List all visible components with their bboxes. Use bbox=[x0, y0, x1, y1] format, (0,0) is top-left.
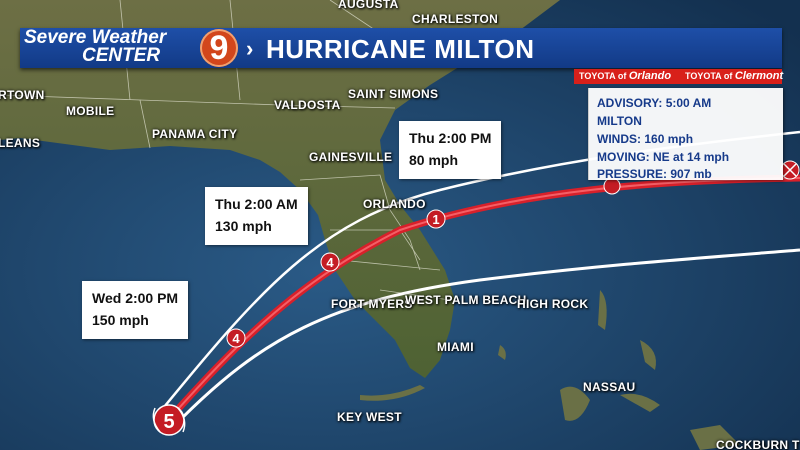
sponsor-brand: TOYOTA bbox=[685, 71, 722, 81]
city-label: VALDOSTA bbox=[274, 98, 341, 112]
city-label: NASSAU bbox=[583, 380, 636, 394]
pressure-value: 907 mb bbox=[670, 167, 712, 181]
city-label: COCKBURN T bbox=[716, 438, 800, 450]
marker-cat-1: 1 bbox=[432, 212, 439, 227]
sponsor-brand: TOYOTA bbox=[579, 71, 616, 81]
city-label: WEST PALM BEACH bbox=[405, 293, 527, 307]
pressure-row: PRESSURE: 907 mb bbox=[597, 167, 712, 181]
brand-line-1: Severe Weather bbox=[24, 27, 167, 48]
marker-cat-4a: 4 bbox=[232, 331, 240, 346]
storm-marker-thu-am: 4 bbox=[320, 252, 340, 272]
forecast-callout-thu-am: Thu 2:00 AM 130 mph bbox=[205, 187, 308, 245]
city-label: CHARLESTON bbox=[412, 12, 499, 26]
chevron-right-icon: › bbox=[246, 36, 254, 61]
moving-label: MOVING: bbox=[597, 150, 650, 164]
city-label: PANAMA CITY bbox=[152, 127, 238, 141]
city-label: SAINT SIMONS bbox=[348, 87, 439, 101]
storm-name-row: MILTON bbox=[597, 114, 642, 128]
callout-wind: 80 mph bbox=[409, 152, 459, 168]
callout-wind: 130 mph bbox=[215, 218, 272, 234]
storm-marker-current: 5 bbox=[152, 404, 186, 436]
advisory-label: ADVISORY: bbox=[597, 96, 663, 110]
callout-time: Thu 2:00 PM bbox=[409, 130, 492, 146]
city-label: AUGUSTA bbox=[338, 0, 399, 11]
brand-wordmark: Severe Weather CENTER bbox=[24, 27, 167, 66]
city-label: MIAMI bbox=[437, 340, 474, 354]
winds-label: WINDS: bbox=[597, 132, 641, 146]
moving-value: NE at 14 mph bbox=[653, 150, 730, 164]
sponsor-badge-orlando: TOYOTA of Orlando bbox=[574, 69, 680, 84]
city-label: LEANS bbox=[0, 136, 41, 150]
city-label: KEY WEST bbox=[337, 410, 402, 424]
marker-cat-4b: 4 bbox=[326, 255, 334, 270]
advisory-value: 5:00 AM bbox=[665, 96, 712, 110]
storm-marker-thu-pm: 1 bbox=[426, 209, 446, 229]
callout-wind: 150 mph bbox=[92, 312, 149, 328]
storm-name: MILTON bbox=[597, 114, 642, 128]
sponsor-city: Orlando bbox=[628, 70, 672, 82]
storm-marker-wed: 4 bbox=[226, 328, 246, 348]
cone-inner-edge bbox=[178, 248, 800, 422]
brand-line-2: CENTER bbox=[82, 45, 161, 66]
winds-value: 160 mph bbox=[644, 132, 694, 146]
forecast-callout-wed-pm: Wed 2:00 PM 150 mph bbox=[82, 281, 189, 339]
city-label: FORT MYERS bbox=[331, 297, 413, 311]
sponsor-of: of bbox=[617, 71, 627, 81]
city-label: MOBILE bbox=[66, 104, 115, 118]
callout-time: Thu 2:00 AM bbox=[215, 196, 298, 212]
page-title: HURRICANE MILTON bbox=[266, 34, 535, 64]
city-label: ORLANDO bbox=[363, 197, 426, 211]
city-label: RTOWN bbox=[0, 88, 45, 102]
advisory-panel: ADVISORY: 5:00 AM MILTON WINDS: 160 mph … bbox=[588, 88, 783, 181]
callout-time: Wed 2:00 PM bbox=[92, 290, 179, 306]
islands bbox=[360, 290, 740, 450]
moving-row: MOVING: NE at 14 mph bbox=[597, 150, 729, 164]
sponsor-city: Clermont bbox=[734, 70, 784, 82]
mainland bbox=[0, 0, 560, 378]
storm-marker-post-tropical-2 bbox=[780, 160, 800, 180]
forecast-callout-thu-pm: Thu 2:00 PM 80 mph bbox=[399, 121, 502, 179]
advisory-time-row: ADVISORY: 5:00 AM bbox=[597, 96, 711, 110]
pressure-label: PRESSURE: bbox=[597, 167, 668, 181]
marker-cat-5: 5 bbox=[163, 411, 174, 433]
channel-9-logo: 9 bbox=[200, 29, 238, 67]
sponsor-badge-clermont: TOYOTA of Clermont bbox=[680, 69, 784, 84]
city-label: HIGH ROCK bbox=[517, 297, 589, 311]
city-label: GAINESVILLE bbox=[309, 150, 393, 164]
sponsor-of: of bbox=[723, 71, 733, 81]
header-banner: Severe Weather CENTER 9 › HURRICANE MILT… bbox=[20, 28, 782, 68]
winds-row: WINDS: 160 mph bbox=[597, 132, 693, 146]
